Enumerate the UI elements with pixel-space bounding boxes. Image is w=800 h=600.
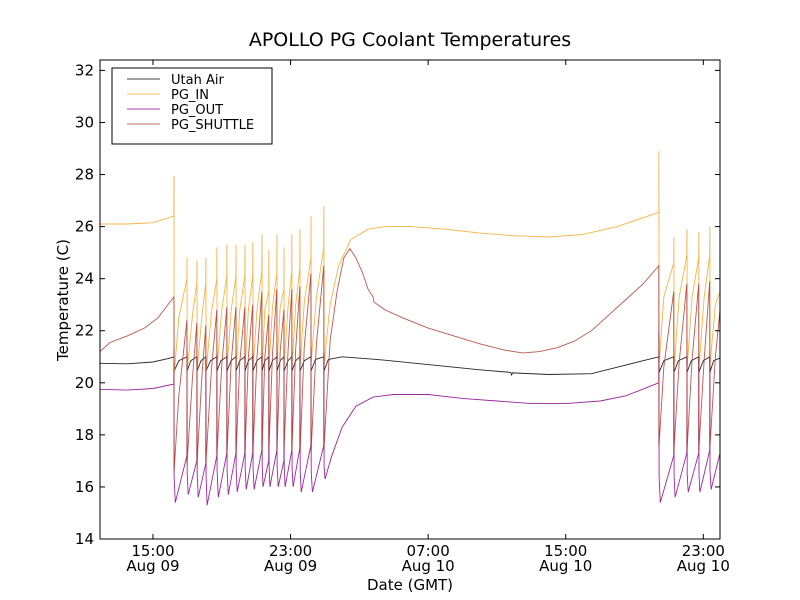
y-axis-label: Temperature (C) bbox=[54, 239, 72, 362]
series-layer bbox=[99, 151, 721, 506]
y-tick-label: 16 bbox=[75, 478, 94, 496]
legend-box bbox=[111, 67, 273, 145]
y-tick-label: 20 bbox=[75, 374, 94, 392]
y-tick-label: 24 bbox=[75, 270, 94, 288]
x-tick-label-date: Aug 10 bbox=[677, 557, 730, 575]
plot-frame bbox=[99, 59, 721, 540]
series-line-pg-shuttle bbox=[99, 247, 721, 472]
x-tick-label-date: Aug 10 bbox=[539, 557, 592, 575]
y-tick-label: 30 bbox=[75, 113, 94, 131]
x-tick-label-date: Aug 09 bbox=[264, 557, 317, 575]
x-tick-label-date: Aug 10 bbox=[402, 557, 455, 575]
chart-title: APOLLO PG Coolant Temperatures bbox=[249, 29, 571, 51]
legend-label-pg-in: PG_IN bbox=[171, 88, 209, 103]
y-axis: 14 16 18 20 22 24 26 28 30 32 bbox=[75, 61, 720, 548]
y-tick-label: 14 bbox=[75, 530, 94, 548]
y-tick-label: 22 bbox=[75, 322, 94, 340]
y-tick-label: 28 bbox=[75, 166, 94, 184]
x-tick-label-time: 23:00 bbox=[269, 542, 312, 560]
x-tick-label-time: 23:00 bbox=[682, 542, 725, 560]
y-tick-label: 26 bbox=[75, 218, 94, 236]
x-tick-label-date: Aug 09 bbox=[126, 557, 179, 575]
x-tick-label-time: 07:00 bbox=[407, 542, 450, 560]
legend-label-utah-air: Utah Air bbox=[171, 73, 224, 88]
legend-label-pg-shuttle: PG_SHUTTLE bbox=[171, 118, 254, 133]
y-tick-label: 18 bbox=[75, 426, 94, 444]
x-tick-label-time: 15:00 bbox=[544, 542, 587, 560]
x-tick-label-time: 15:00 bbox=[131, 542, 174, 560]
x-axis-label: Date (GMT) bbox=[367, 576, 453, 594]
legend-label-pg-out: PG_OUT bbox=[171, 103, 223, 118]
y-tick-label: 32 bbox=[75, 61, 94, 79]
